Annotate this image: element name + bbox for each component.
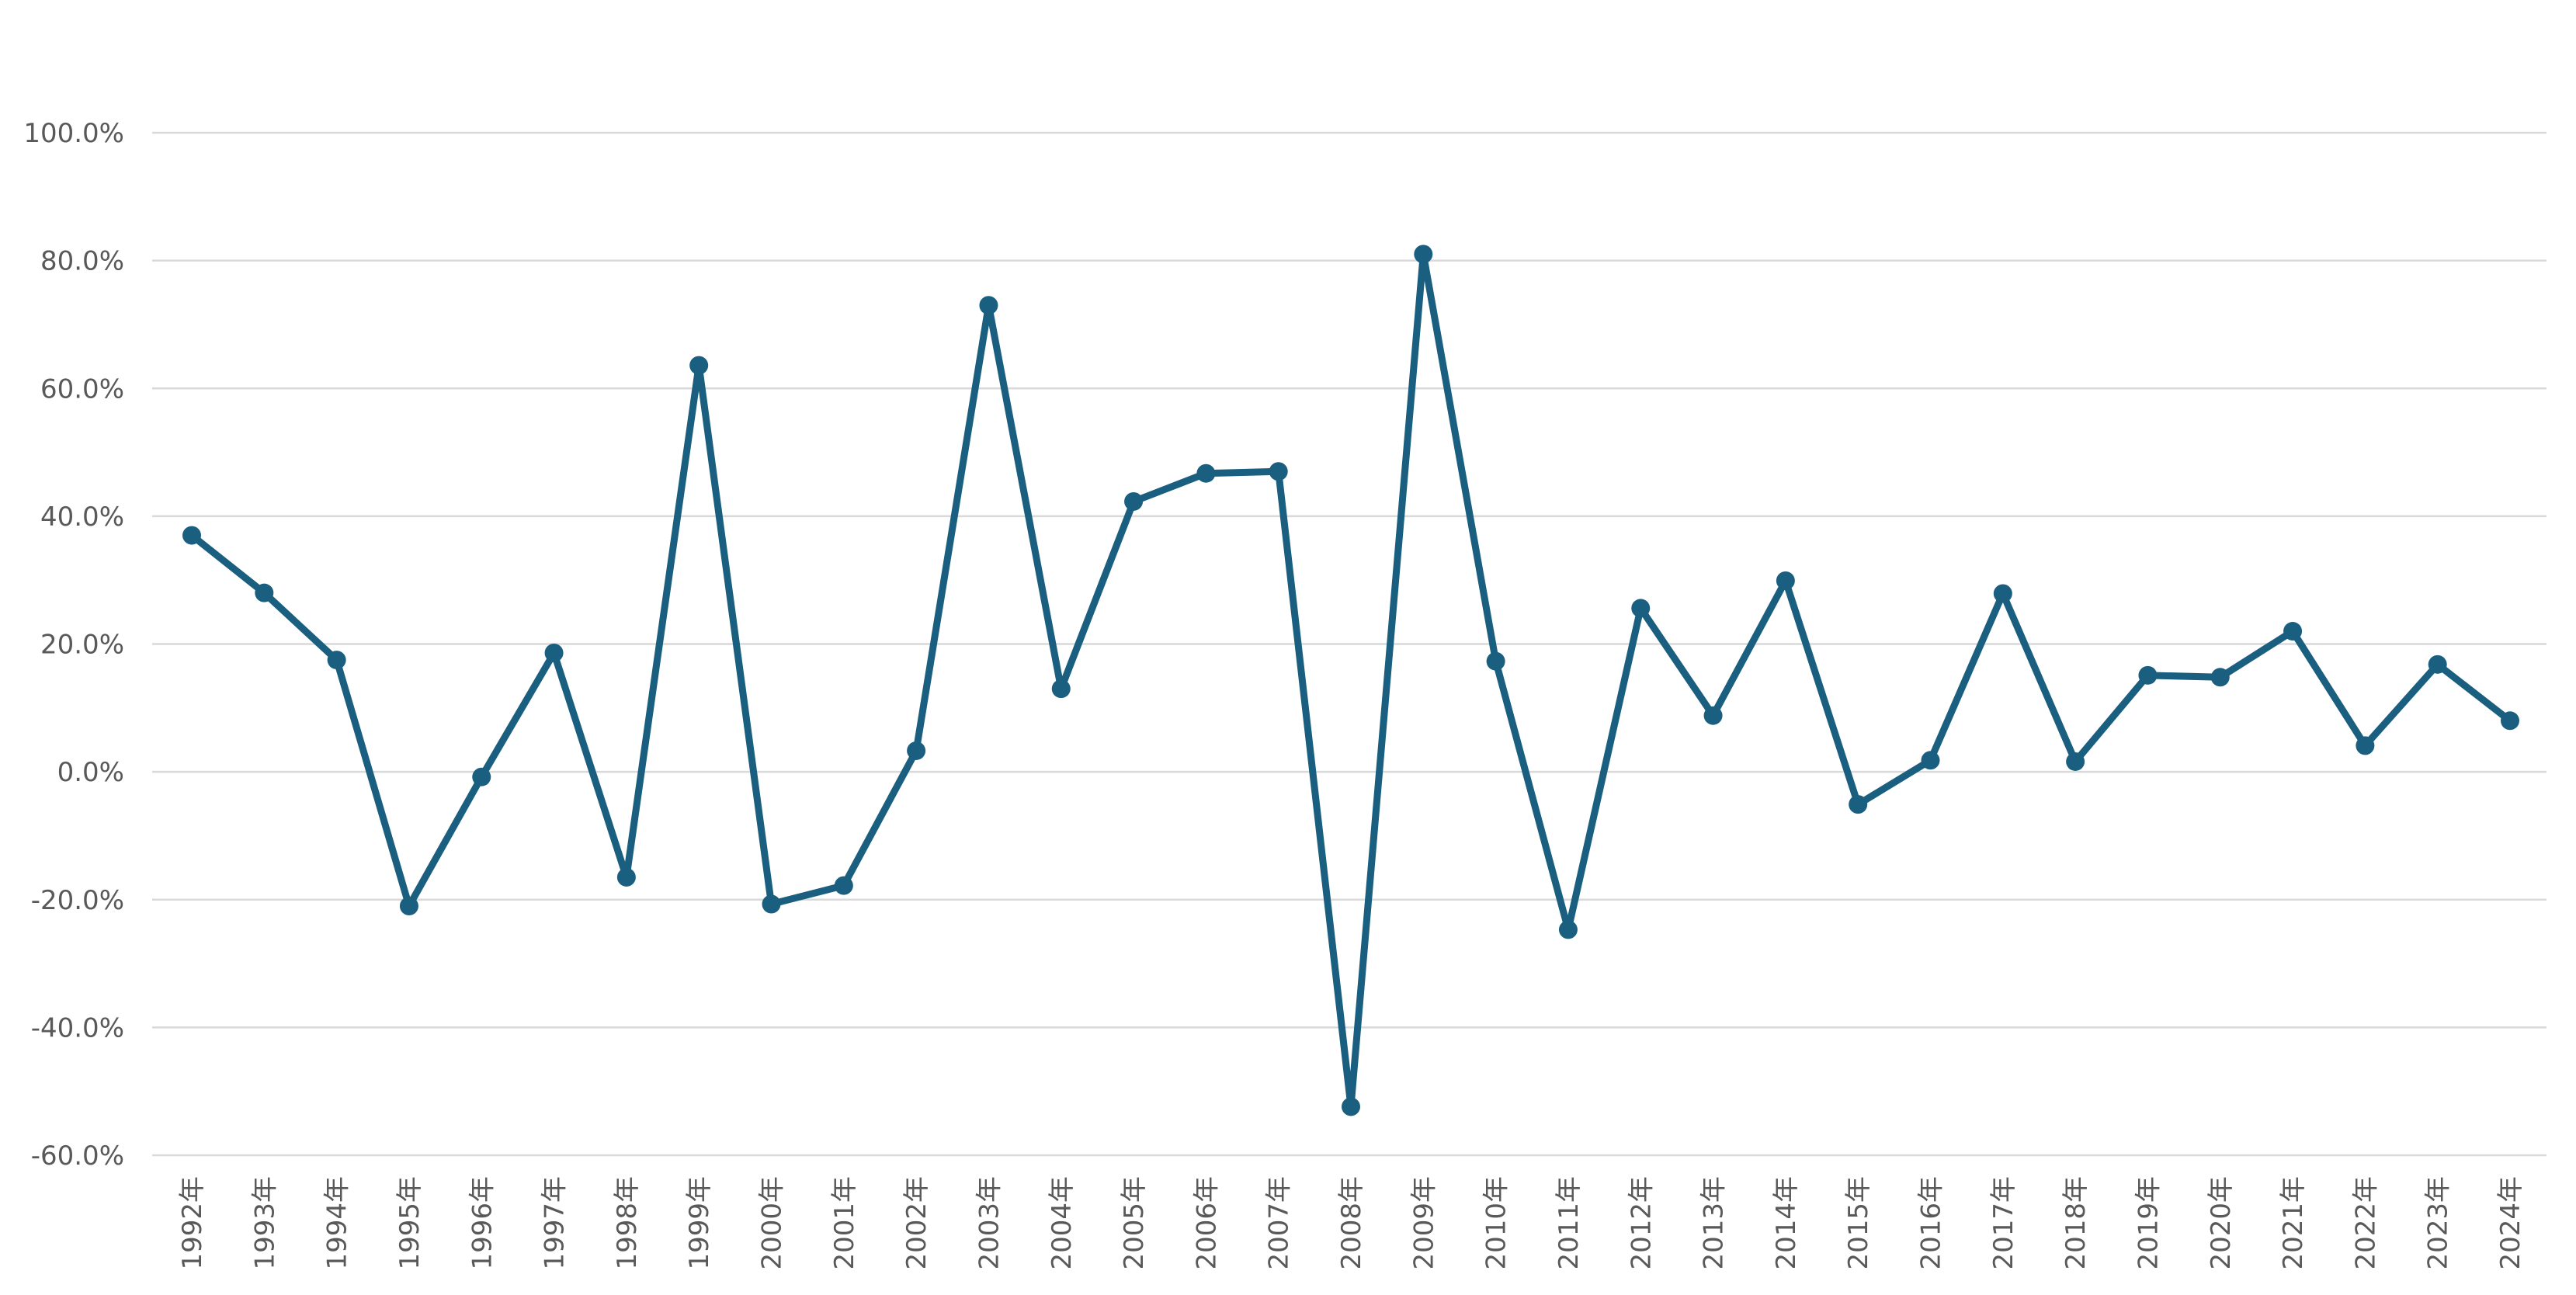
y-tick-label: -20.0% — [31, 885, 124, 916]
data-point — [472, 767, 491, 786]
y-axis-tick-labels: -60.0% -40.0% -20.0% 0.0% 20.0% 40.0% 60.0% 80.… — [23, 118, 124, 1172]
x-tick-label: 2015年 — [1843, 1176, 1874, 1270]
x-tick-label: 1994年 — [322, 1176, 353, 1270]
x-tick-label: 2003年 — [974, 1176, 1005, 1270]
series-line — [188, 250, 2514, 1110]
x-tick-label: 1995年 — [394, 1176, 425, 1270]
y-tick-label: 100.0% — [23, 118, 124, 149]
y-tick-label: -40.0% — [31, 1012, 124, 1043]
x-tick-label: 2018年 — [2060, 1176, 2092, 1270]
data-point — [1631, 599, 1651, 618]
x-tick-label: 2017年 — [1988, 1176, 2019, 1270]
y-tick-label: 80.0% — [40, 246, 124, 277]
x-tick-label: 1996年 — [467, 1176, 498, 1270]
data-point — [255, 583, 274, 602]
y-tick-label: 20.0% — [40, 630, 124, 661]
x-tick-label: 2019年 — [2133, 1176, 2164, 1270]
x-tick-label: 2006年 — [1191, 1176, 1222, 1270]
data-point — [2283, 622, 2303, 641]
x-tick-label: 2013年 — [1699, 1176, 1730, 1270]
x-tick-label: 1992年 — [177, 1176, 208, 1270]
data-point — [834, 876, 853, 895]
data-point — [1414, 245, 1433, 264]
data-point — [762, 894, 781, 914]
data-point — [1776, 571, 1795, 591]
data-point — [1124, 491, 1144, 511]
data-point — [327, 651, 346, 670]
data-point — [182, 526, 201, 545]
data-point — [2501, 711, 2519, 731]
data-point — [2066, 752, 2085, 771]
x-tick-label: 2012年 — [1626, 1176, 1657, 1270]
y-tick-label: -60.0% — [31, 1141, 124, 1172]
x-tick-label: 2000年 — [757, 1176, 788, 1270]
data-point — [1342, 1097, 1360, 1116]
x-tick-label: 1999年 — [684, 1176, 715, 1270]
x-tick-label: 2024年 — [2495, 1176, 2526, 1270]
data-point — [1486, 651, 1505, 671]
x-tick-label: 2004年 — [1047, 1176, 1078, 1270]
x-tick-label: 1998年 — [612, 1176, 643, 1270]
x-tick-label: 2023年 — [2423, 1176, 2454, 1270]
x-tick-label: 2020年 — [2206, 1176, 2237, 1270]
data-point — [399, 896, 418, 915]
series-line-group — [182, 245, 2519, 1116]
data-point — [689, 356, 709, 375]
data-point — [1269, 462, 1288, 481]
data-point — [1051, 679, 1071, 699]
data-point — [2210, 668, 2230, 687]
y-tick-label: 60.0% — [40, 373, 124, 404]
y-tick-label: 40.0% — [40, 502, 124, 533]
data-point — [2356, 736, 2375, 755]
data-point — [1849, 795, 1868, 814]
data-point — [544, 644, 564, 663]
x-tick-label: 2001年 — [829, 1176, 860, 1270]
x-tick-label: 2008年 — [1336, 1176, 1367, 1270]
x-tick-label: 2021年 — [2278, 1176, 2309, 1270]
x-tick-label: 2010年 — [1481, 1176, 1512, 1270]
gridlines — [152, 131, 2546, 1157]
data-point — [1703, 706, 1723, 725]
data-point — [907, 741, 926, 760]
y-tick-label: 0.0% — [57, 757, 124, 788]
data-point — [2428, 654, 2447, 674]
x-axis-tick-labels: 1992年 1993年 1994年 1995年 1996年 1997年 1998年 1999年… — [177, 1176, 2526, 1270]
x-tick-label: 2014年 — [1771, 1176, 1802, 1270]
x-tick-label: 2022年 — [2350, 1176, 2381, 1270]
x-tick-label: 2002年 — [901, 1176, 932, 1270]
x-tick-label: 2016年 — [1916, 1176, 1947, 1270]
x-tick-label: 2011年 — [1554, 1176, 1585, 1270]
x-tick-label: 1997年 — [540, 1176, 571, 1270]
data-point — [1921, 751, 1940, 770]
data-point — [1558, 920, 1578, 939]
x-tick-label: 2005年 — [1119, 1176, 1150, 1270]
x-tick-label: 2007年 — [1264, 1176, 1295, 1270]
data-point — [1196, 463, 1216, 483]
x-tick-label: 2009年 — [1408, 1176, 1439, 1270]
data-point — [2138, 665, 2158, 685]
data-point — [1993, 584, 2012, 603]
x-tick-label: 1993年 — [249, 1176, 280, 1270]
data-point — [979, 296, 998, 315]
data-point — [616, 867, 636, 887]
